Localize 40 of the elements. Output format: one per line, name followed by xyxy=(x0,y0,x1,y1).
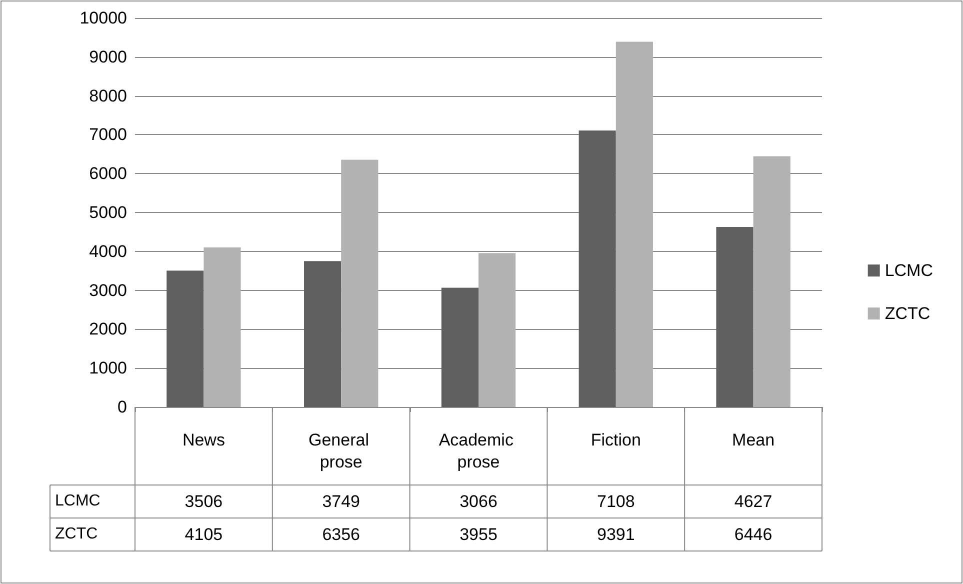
x-tick-label: Academic prose xyxy=(438,430,518,472)
y-tick-label: 0 xyxy=(118,398,127,416)
bar xyxy=(716,227,754,407)
data-label: 3506 xyxy=(184,492,223,511)
data-label: 6356 xyxy=(322,525,360,544)
data-label: 9391 xyxy=(596,525,635,544)
y-tick-label: 9000 xyxy=(89,47,127,66)
text: LCMC xyxy=(55,492,100,510)
data-label: 4627 xyxy=(734,492,772,511)
bar xyxy=(166,270,204,407)
bar xyxy=(441,288,478,407)
legend-label: LCMC xyxy=(884,261,934,280)
y-tick-label: 8000 xyxy=(89,86,127,106)
data-label: 7108 xyxy=(596,492,635,511)
y-tick-label: 1000 xyxy=(89,358,127,378)
bar xyxy=(304,261,342,407)
bar xyxy=(753,156,790,407)
bar xyxy=(204,247,241,407)
y-tick-label: 3000 xyxy=(89,280,127,300)
y-tick-label: 5000 xyxy=(89,203,127,222)
x-tick-label: News xyxy=(182,430,225,450)
y-tick-label: 10000 xyxy=(80,8,127,28)
text: ZCTC xyxy=(55,526,98,542)
data-label: 3955 xyxy=(460,525,498,544)
x-tick-label: Fiction xyxy=(590,430,641,450)
y-tick-label: 4000 xyxy=(89,242,127,261)
data-label: 6446 xyxy=(734,525,772,544)
data-label: 4105 xyxy=(184,525,223,544)
data-label: 3066 xyxy=(460,492,498,511)
bar xyxy=(341,160,378,407)
bar xyxy=(478,253,516,407)
y-tick-label: 7000 xyxy=(89,125,127,144)
data-label: 3749 xyxy=(322,492,360,511)
x-tick-label: General prose xyxy=(308,430,374,472)
y-tick-label: 2000 xyxy=(89,320,127,339)
y-tick-label: 6000 xyxy=(89,164,127,184)
x-tick-label: Mean xyxy=(732,430,775,450)
bar xyxy=(616,42,653,407)
legend-label: ZCTC xyxy=(884,304,930,323)
bar xyxy=(578,130,616,407)
